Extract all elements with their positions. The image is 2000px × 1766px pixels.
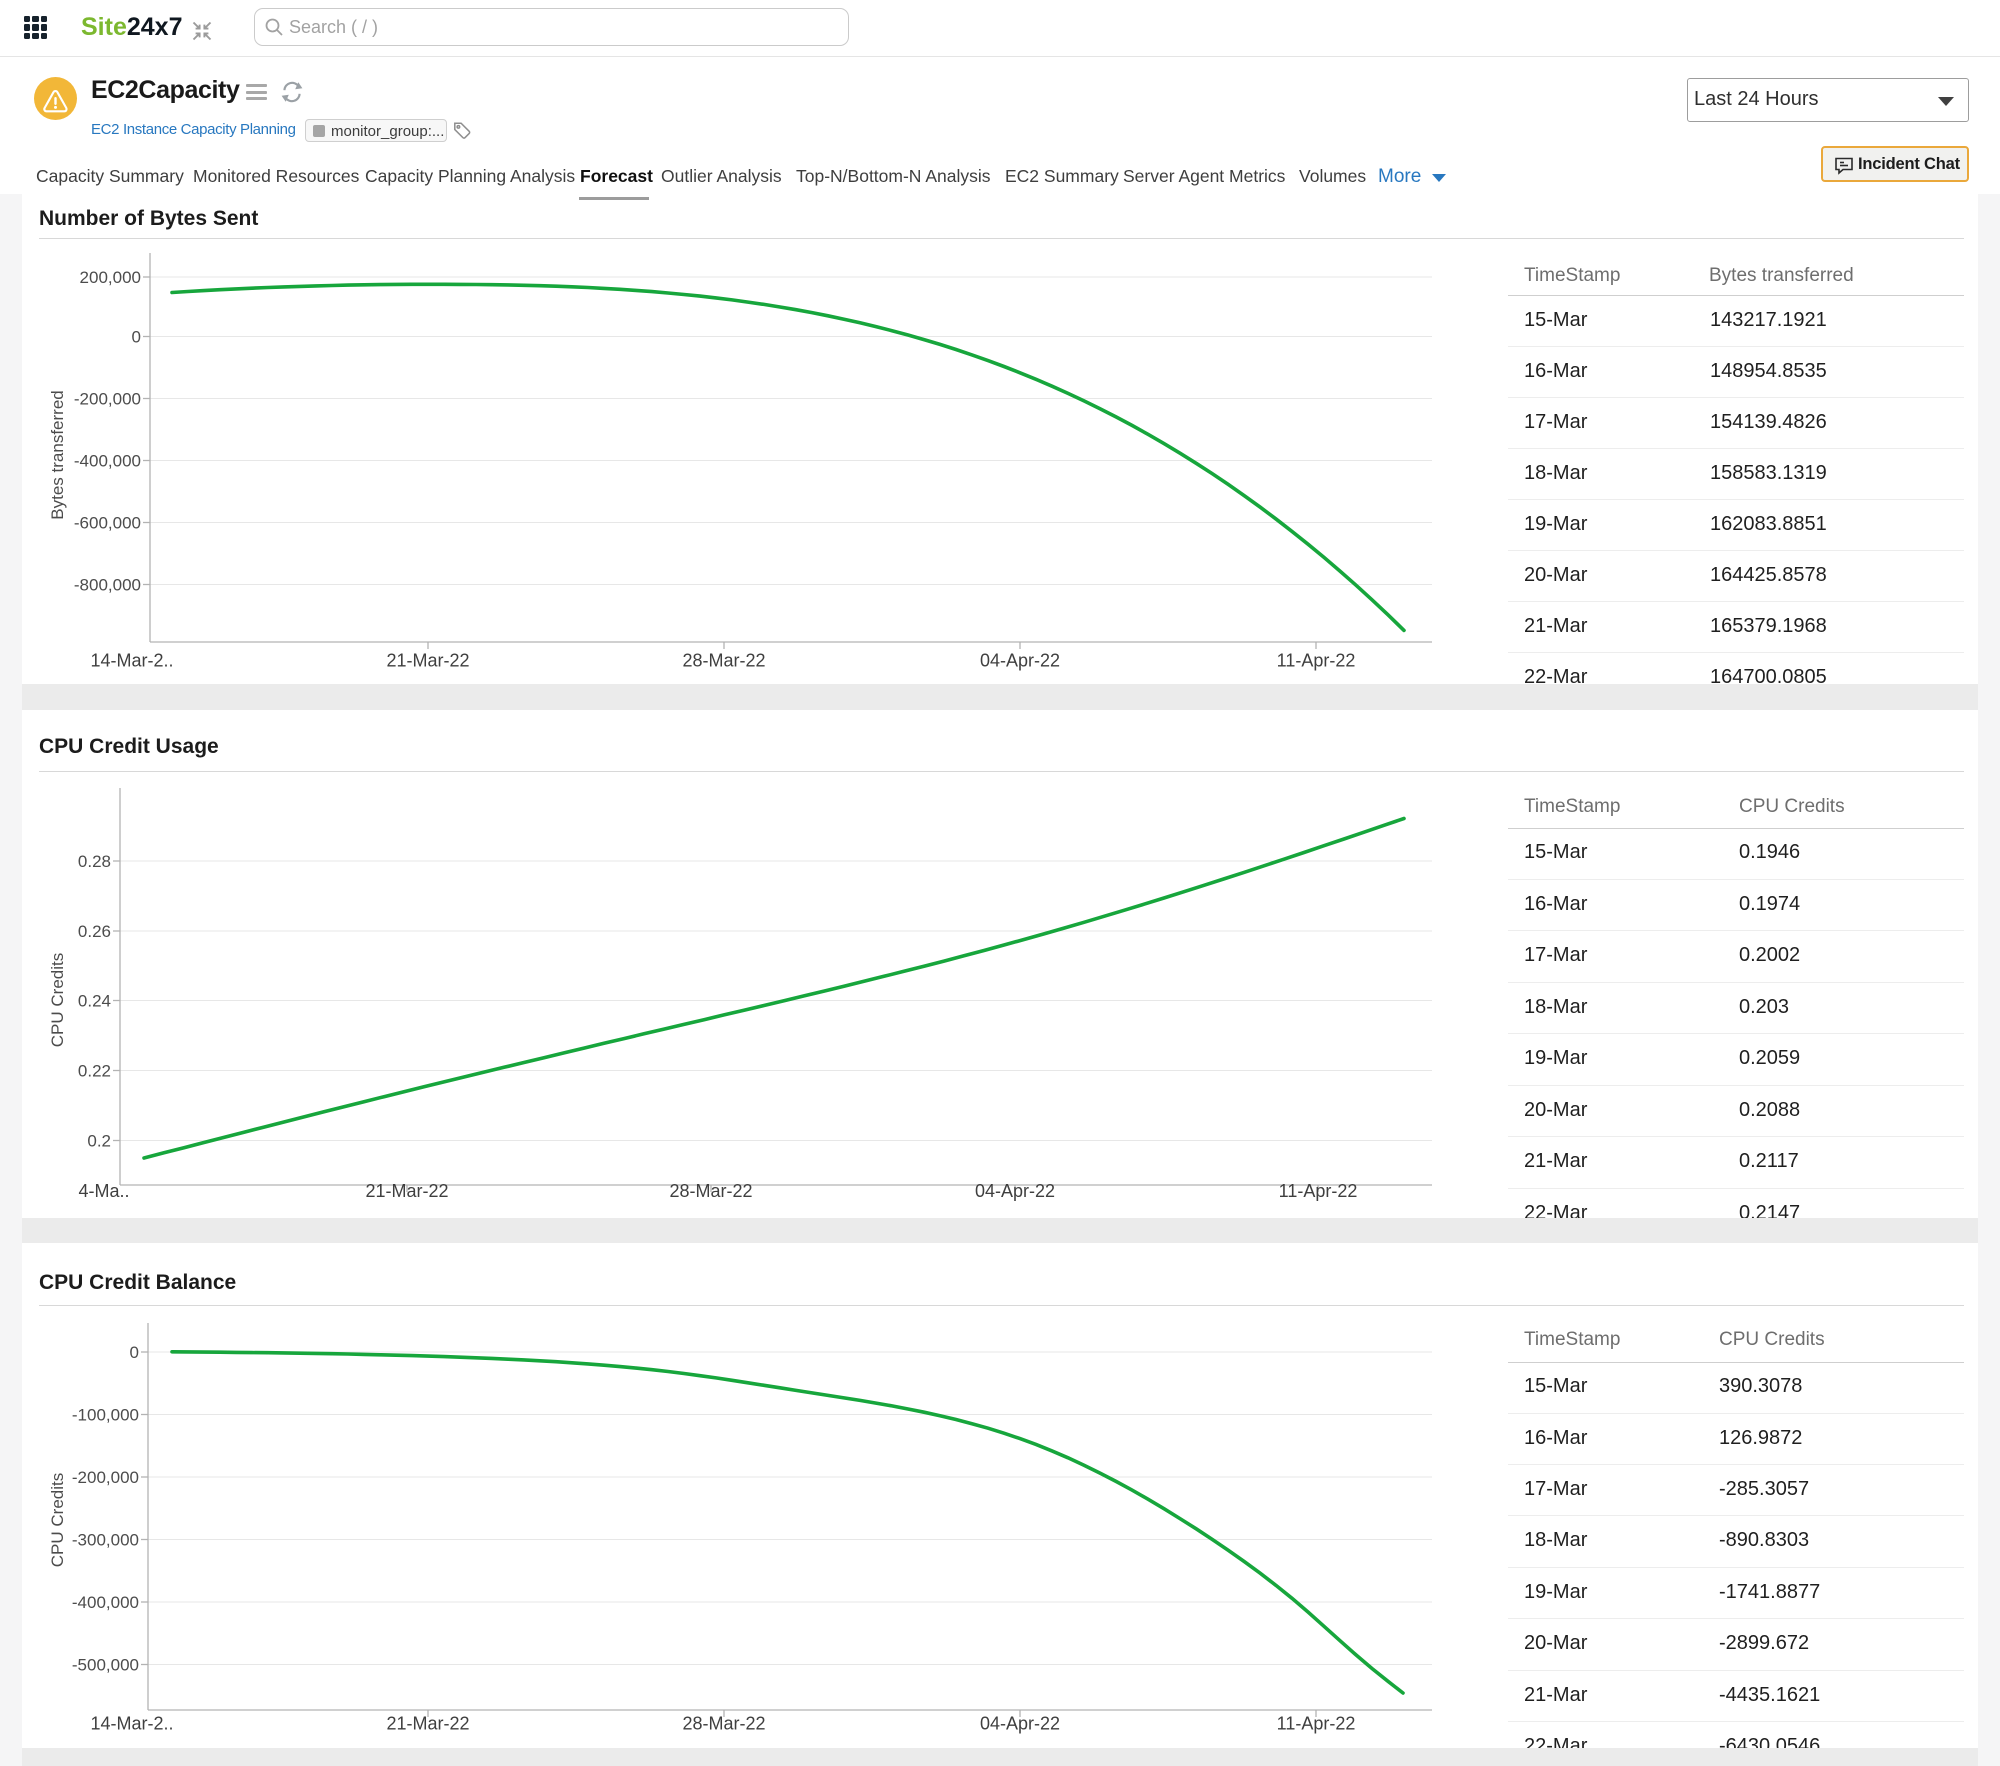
svg-text:11-Apr-22: 11-Apr-22 bbox=[1277, 651, 1356, 671]
svg-text:-200,000: -200,000 bbox=[72, 1468, 139, 1487]
svg-text:-400,000: -400,000 bbox=[74, 452, 141, 471]
svg-text:0.26: 0.26 bbox=[78, 922, 111, 941]
svg-text:-500,000: -500,000 bbox=[72, 1656, 139, 1675]
svg-text:4-Ma..: 4-Ma.. bbox=[78, 1181, 129, 1201]
svg-text:14-Mar-2..: 14-Mar-2.. bbox=[90, 1714, 173, 1734]
svg-text:-600,000: -600,000 bbox=[74, 514, 141, 533]
svg-text:0.2: 0.2 bbox=[87, 1132, 111, 1151]
svg-text:0: 0 bbox=[130, 1343, 139, 1362]
svg-text:-200,000: -200,000 bbox=[74, 390, 141, 409]
svg-text:-100,000: -100,000 bbox=[72, 1406, 139, 1425]
svg-text:0.28: 0.28 bbox=[78, 852, 111, 871]
svg-text:04-Apr-22: 04-Apr-22 bbox=[975, 1181, 1055, 1201]
svg-text:0.24: 0.24 bbox=[78, 992, 111, 1011]
svg-text:28-Mar-22: 28-Mar-22 bbox=[682, 1714, 765, 1734]
svg-text:CPU Credits: CPU Credits bbox=[48, 1473, 67, 1567]
svg-text:28-Mar-22: 28-Mar-22 bbox=[682, 651, 765, 671]
svg-text:-400,000: -400,000 bbox=[72, 1593, 139, 1612]
svg-text:-300,000: -300,000 bbox=[72, 1531, 139, 1550]
svg-text:200,000: 200,000 bbox=[80, 268, 141, 287]
svg-text:21-Mar-22: 21-Mar-22 bbox=[386, 651, 469, 671]
svg-text:04-Apr-22: 04-Apr-22 bbox=[980, 651, 1060, 671]
svg-text:CPU Credits: CPU Credits bbox=[48, 953, 67, 1047]
svg-text:28-Mar-22: 28-Mar-22 bbox=[669, 1181, 752, 1201]
svg-text:14-Mar-2..: 14-Mar-2.. bbox=[90, 651, 173, 671]
svg-text:0.22: 0.22 bbox=[78, 1062, 111, 1081]
svg-text:21-Mar-22: 21-Mar-22 bbox=[386, 1714, 469, 1734]
svg-text:04-Apr-22: 04-Apr-22 bbox=[980, 1714, 1060, 1734]
svg-text:Bytes transferred: Bytes transferred bbox=[48, 390, 67, 519]
svg-text:21-Mar-22: 21-Mar-22 bbox=[365, 1181, 448, 1201]
svg-text:11-Apr-22: 11-Apr-22 bbox=[1277, 1714, 1356, 1734]
svg-text:11-Apr-22: 11-Apr-22 bbox=[1279, 1181, 1358, 1201]
svg-text:0: 0 bbox=[132, 328, 141, 347]
svg-text:-800,000: -800,000 bbox=[74, 576, 141, 595]
